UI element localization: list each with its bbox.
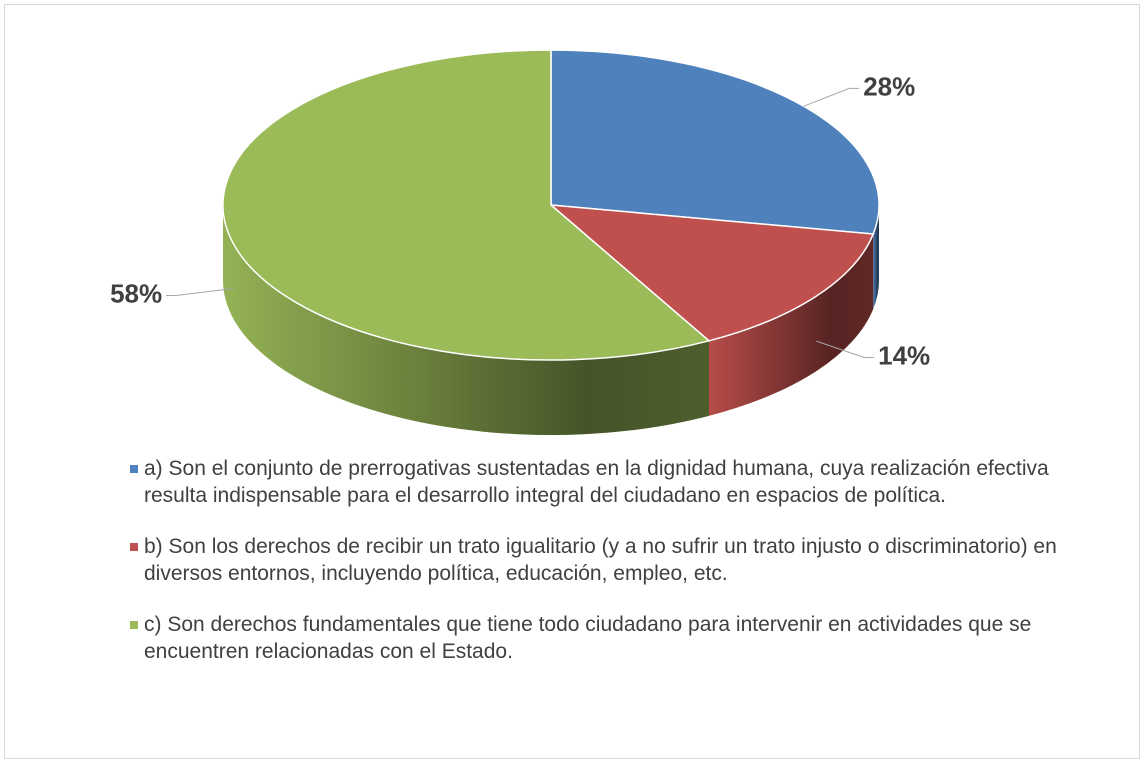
legend-entry: a) Son el conjunto de prerrogativas sust… [130,455,1110,509]
leader-line [816,340,875,359]
leader-line [803,87,860,107]
data-label: 14% [878,340,930,370]
leader-line [166,288,234,296]
legend-entry: b) Son los derechos de recibir un trato … [130,533,1110,587]
slice [550,49,880,235]
legend-label: c) Son derechos fundamentales que tiene … [144,613,1032,663]
slice-side-shade [223,205,710,436]
slice-side-shade [709,234,874,416]
legend-swatch [130,543,138,551]
chart-frame [4,4,1140,759]
data-label: 58% [110,278,162,308]
legend-label: b) Son los derechos de recibir un trato … [144,535,1057,585]
legend: a) Son el conjunto de prerrogativas sust… [130,455,1110,689]
slice [548,204,875,342]
legend-label: a) Son el conjunto de prerrogativas sust… [144,457,1049,507]
data-label: 28% [863,71,915,101]
legend-entry: c) Son derechos fundamentales que tiene … [130,611,1110,665]
slice [222,49,711,361]
legend-swatch [130,465,138,473]
legend-swatch [130,621,138,629]
